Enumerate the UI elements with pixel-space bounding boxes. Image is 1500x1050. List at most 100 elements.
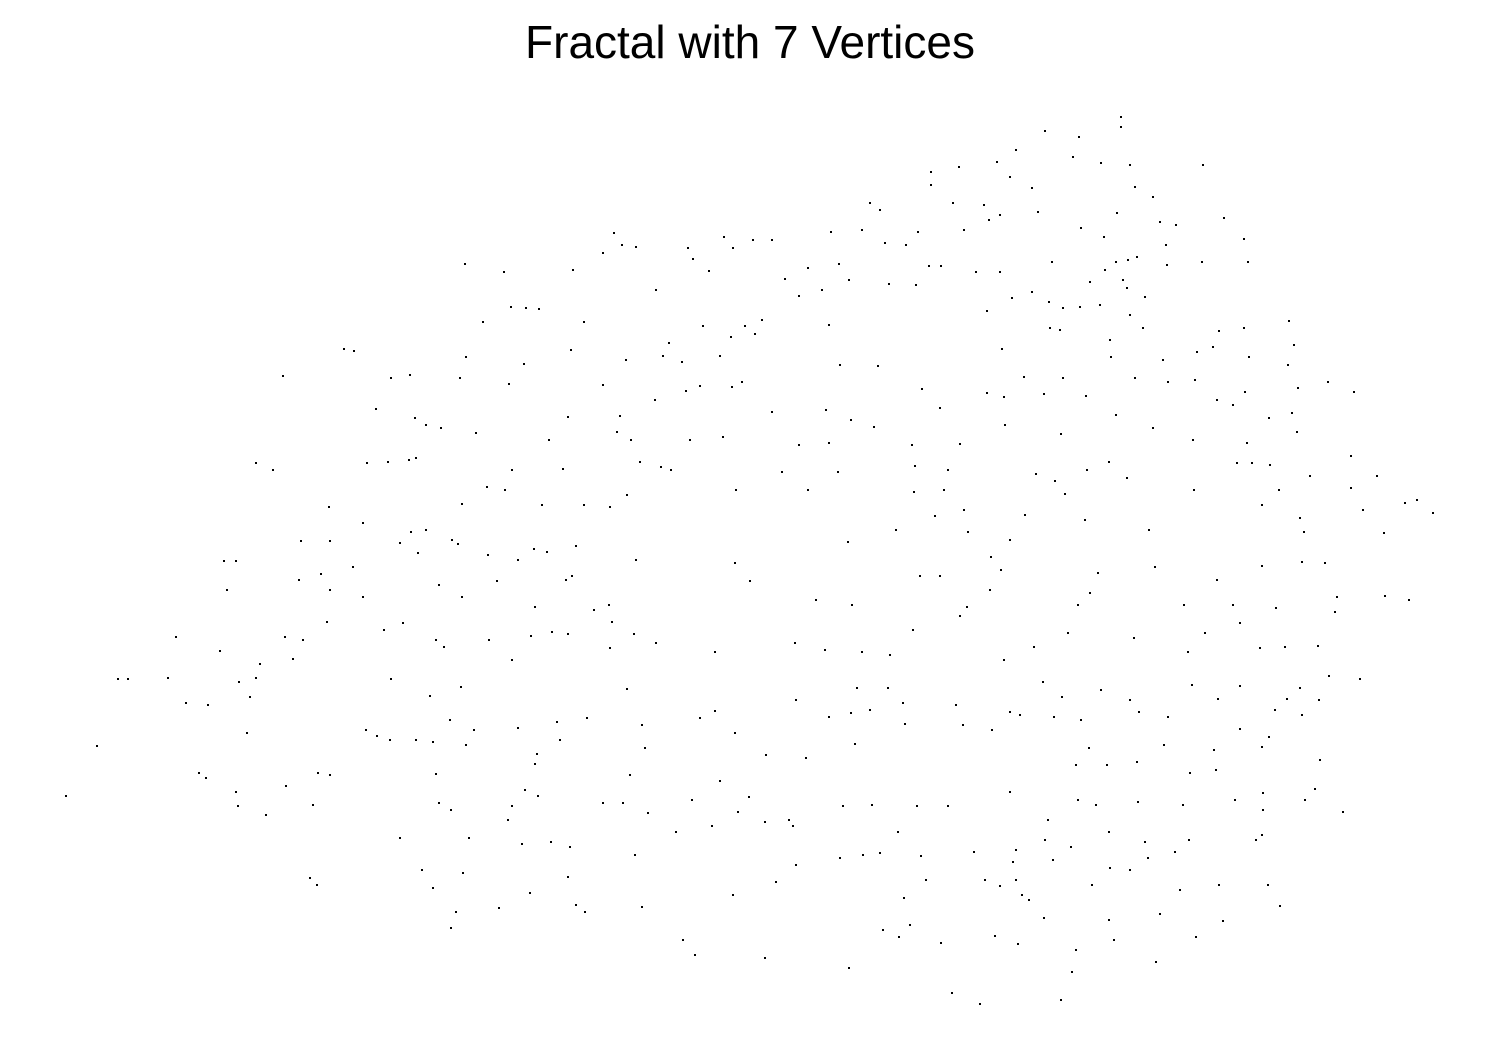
point: [1288, 320, 1290, 322]
point: [473, 729, 475, 731]
point: [609, 647, 611, 649]
point: [1062, 307, 1064, 309]
point: [438, 584, 440, 586]
point: [1359, 678, 1361, 680]
point: [1001, 348, 1003, 350]
point: [821, 289, 823, 291]
point: [1059, 329, 1061, 331]
point: [1261, 565, 1263, 567]
point: [198, 772, 200, 774]
point: [939, 407, 941, 409]
point: [602, 252, 604, 254]
point: [175, 636, 177, 638]
point: [343, 348, 345, 350]
point: [1243, 327, 1245, 329]
point: [551, 631, 553, 633]
point: [329, 589, 331, 591]
point: [507, 819, 509, 821]
point: [1324, 562, 1326, 564]
point: [550, 841, 552, 843]
point: [226, 589, 228, 591]
point: [1011, 297, 1013, 299]
point: [387, 461, 389, 463]
point: [1000, 569, 1002, 571]
point: [432, 887, 434, 889]
point: [238, 681, 240, 683]
point: [504, 489, 506, 491]
point: [1189, 772, 1191, 774]
point: [1009, 711, 1011, 713]
point: [626, 494, 628, 496]
point: [798, 444, 800, 446]
point: [1079, 306, 1081, 308]
point: [298, 579, 300, 581]
point: [1009, 791, 1011, 793]
point: [1383, 532, 1385, 534]
point: [633, 633, 635, 635]
point: [1042, 681, 1044, 683]
point: [999, 214, 1001, 216]
point: [909, 924, 911, 926]
point: [1012, 861, 1014, 863]
point: [1327, 381, 1329, 383]
point: [1100, 689, 1102, 691]
point: [1183, 604, 1185, 606]
point: [1239, 622, 1241, 624]
point: [1301, 714, 1303, 716]
point: [1251, 462, 1253, 464]
point: [450, 809, 452, 811]
point: [1133, 637, 1135, 639]
point: [565, 579, 567, 581]
point: [317, 772, 319, 774]
point: [1267, 884, 1269, 886]
point: [986, 310, 988, 312]
point: [567, 876, 569, 878]
point: [567, 633, 569, 635]
point: [1167, 716, 1169, 718]
point: [1106, 764, 1108, 766]
point: [1048, 301, 1050, 303]
point: [1108, 831, 1110, 833]
point: [1218, 884, 1220, 886]
point: [634, 854, 636, 856]
point: [1136, 761, 1138, 763]
point: [207, 704, 209, 706]
point: [984, 879, 986, 881]
point: [988, 219, 990, 221]
point: [1223, 217, 1225, 219]
point: [1085, 395, 1087, 397]
point: [732, 894, 734, 896]
point: [417, 552, 419, 554]
point: [764, 821, 766, 823]
point: [730, 336, 732, 338]
point: [326, 621, 328, 623]
point: [1062, 377, 1064, 379]
point: [979, 1003, 981, 1005]
point: [237, 805, 239, 807]
point: [851, 604, 853, 606]
point: [219, 650, 221, 652]
point: [699, 385, 701, 387]
point: [1261, 746, 1263, 748]
point: [511, 805, 513, 807]
point: [654, 399, 656, 401]
point: [329, 774, 331, 776]
point: [748, 796, 750, 798]
point: [450, 927, 452, 929]
point: [399, 837, 401, 839]
point: [734, 732, 736, 734]
point: [630, 439, 632, 441]
point: [265, 814, 267, 816]
point: [1268, 417, 1270, 419]
point: [616, 431, 618, 433]
point: [1192, 439, 1194, 441]
point: [959, 443, 961, 445]
point: [784, 278, 786, 280]
point: [1212, 346, 1214, 348]
point: [714, 651, 716, 653]
point: [807, 267, 809, 269]
point: [925, 879, 927, 881]
point: [737, 811, 739, 813]
point: [1163, 744, 1165, 746]
point: [517, 727, 519, 729]
